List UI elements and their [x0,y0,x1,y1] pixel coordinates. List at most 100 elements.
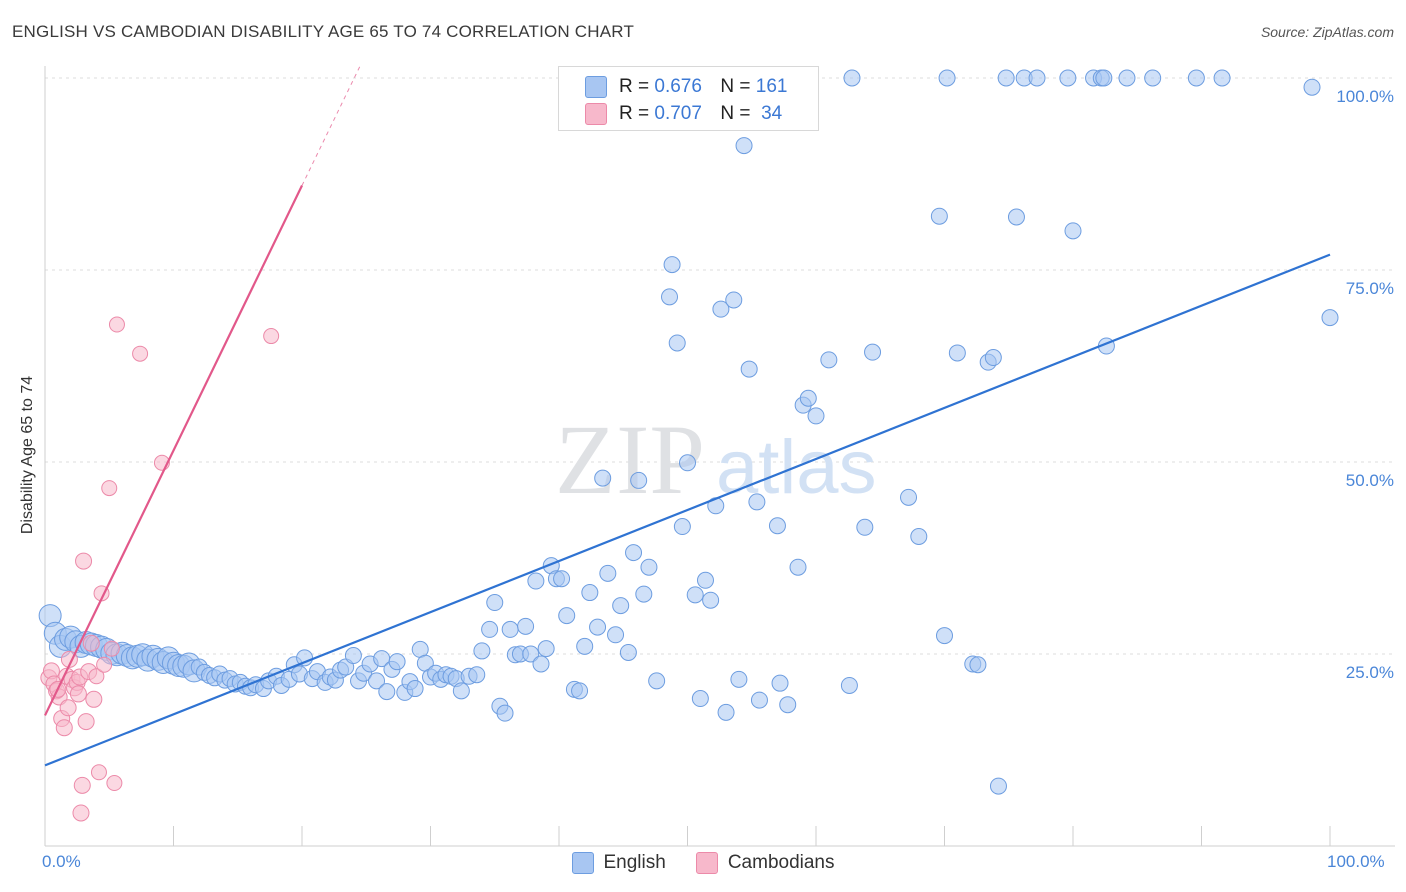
english-point [635,585,653,603]
chart-title: ENGLISH VS CAMBODIAN DISABILITY AGE 65 T… [12,22,635,41]
english-point [989,777,1007,795]
cambodians-point [69,685,87,703]
english-point [843,69,861,87]
cambodians-trend-extension [301,66,361,186]
legend-r-label: R = [619,76,650,97]
english-point [473,642,491,660]
english-point [553,570,571,588]
bottom-legend-english: English [571,852,666,874]
english-point [997,69,1015,87]
bottom-legend-label-cambodians: Cambodians [727,852,835,873]
legend-swatch-cambodians [585,103,607,125]
english-point [768,517,786,535]
grid-lines [45,77,1395,655]
legend-row-cambodians: R = 0.707 N = 34 [585,102,782,126]
english-point [969,656,987,674]
y-tick-label: 50.0% [1345,471,1394,490]
english-point [702,591,720,609]
english-point [686,586,704,604]
cambodians-point [263,328,280,345]
english-point [779,696,797,714]
english-point [1064,222,1082,240]
english-point [388,653,406,671]
legend-n-label: N = [720,76,751,97]
cambodians-point [106,775,123,792]
trend-lines [44,66,1331,767]
english-point [406,680,424,698]
cambodians-point [85,690,103,708]
english-point [581,584,599,602]
bottom-legend-swatch-cambodians [695,852,718,874]
cambodians-point [72,804,90,822]
english-point [1213,69,1231,87]
english-point [486,594,504,612]
cambodians-point [55,719,73,737]
cambodians-point [77,713,95,731]
english-point [1118,69,1136,87]
cambodians-point [103,640,120,657]
english-point [717,703,735,721]
english-point [856,518,874,536]
bottom-legend: English Cambodians [0,852,1406,874]
english-point [668,334,686,352]
bottom-legend-cambodians: Cambodians [695,852,835,874]
english-point [712,300,730,318]
english-point [789,558,807,576]
english-point [696,571,714,589]
english-point [748,493,766,511]
english-point [532,655,550,673]
y-tick-label: 100.0% [1336,87,1394,106]
bottom-legend-label-english: English [603,852,666,873]
english-point [691,690,709,708]
cambodians-point [73,776,91,794]
english-point [820,351,838,369]
english-point [663,256,681,274]
english-point [864,343,882,361]
english-point [607,626,625,644]
english-point [1144,69,1162,87]
english-point [648,672,666,690]
english-point [496,704,514,722]
english-point [661,288,679,306]
cambodians-point [132,345,149,362]
english-point [807,407,825,425]
english-point [481,620,499,638]
cambodians-trend-line [44,185,303,716]
cambodians-point [75,552,93,570]
english-point [910,527,928,545]
english-point [673,518,691,536]
english-point [936,627,953,645]
english-point [522,645,540,663]
english-point [771,674,789,692]
english-point [1303,78,1321,96]
english-point [589,618,607,636]
english-point [740,360,758,378]
english-point [571,682,589,700]
english-point [599,564,617,582]
english-point [725,291,743,309]
english-point [537,640,555,658]
english-point [1059,69,1077,87]
x-tick-max: 100.0% [1327,852,1385,871]
legend-swatch-english [585,76,607,98]
x-tick-min: 0.0% [42,852,81,871]
data-points [38,69,1339,822]
cambodians-point [96,656,113,673]
english-point [344,647,362,665]
english-point [1095,69,1113,87]
english-point [630,471,648,489]
english-point [1187,69,1205,87]
bottom-legend-swatch-english [571,852,594,874]
english-point [452,682,470,700]
english-point [517,617,535,635]
english-point [750,691,768,709]
english-point [576,637,594,655]
cambodians-point [90,764,107,781]
legend-r-value: 0.676 [654,76,702,97]
english-point [938,69,956,87]
y-axis-label: Disability Age 65 to 74 [19,375,36,535]
english-point [558,607,576,625]
cambodians-point [108,316,125,333]
legend-r-value: 0.707 [654,103,702,124]
